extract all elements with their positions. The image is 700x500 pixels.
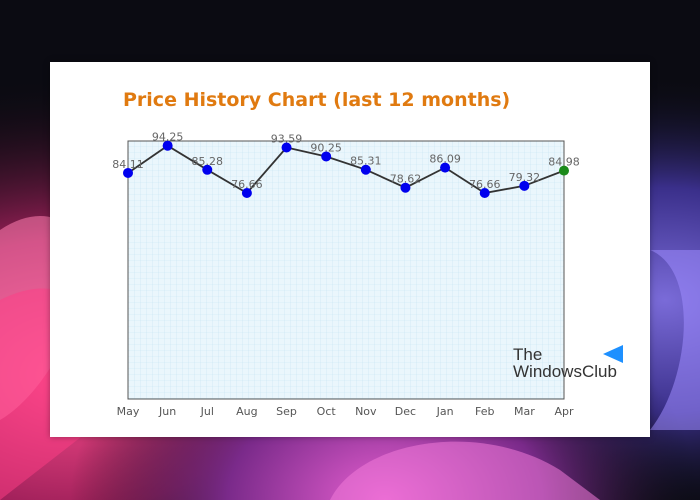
data-point-may[interactable] — [123, 167, 133, 178]
data-label-nov: 85.31 — [350, 155, 382, 168]
data-point-dec[interactable] — [400, 182, 411, 193]
data-label-feb: 76.66 — [469, 178, 501, 191]
data-label-aug: 76.66 — [231, 178, 263, 191]
data-label-mar: 79.32 — [509, 171, 541, 184]
x-tick-mar: Mar — [514, 405, 535, 418]
data-point-nov[interactable] — [360, 164, 371, 175]
data-label-may: 84.11 — [112, 158, 144, 171]
chart-title: Price History Chart (last 12 months) — [123, 89, 511, 111]
x-tick-jul: Jul — [200, 405, 214, 418]
site-watermark: The WindowsClub — [513, 345, 633, 385]
data-label-jun: 94.25 — [152, 131, 184, 144]
data-point-jan[interactable] — [440, 162, 451, 173]
x-tick-oct: Oct — [317, 405, 337, 418]
price-history-chart: 84.11 94.25 85.28 76.66 93.59 90.25 85.31 78.62… — [112, 131, 580, 418]
data-point-apr[interactable] — [559, 165, 569, 176]
windows-logo-icon — [603, 345, 623, 363]
data-point-aug[interactable] — [241, 187, 252, 198]
data-point-jul[interactable] — [202, 164, 213, 175]
data-label-jan: 86.09 — [429, 153, 461, 166]
data-label-sep: 93.59 — [271, 132, 303, 145]
series-line — [127, 144, 565, 195]
x-tick-jan: Jan — [436, 405, 454, 418]
x-tick-nov: Nov — [355, 405, 377, 418]
x-tick-dec: Dec — [395, 405, 416, 418]
watermark-line-2: WindowsClub — [513, 362, 617, 381]
data-point-oct[interactable] — [321, 151, 332, 162]
x-tick-feb: Feb — [475, 405, 494, 418]
x-tick-sep: Sep — [276, 405, 297, 418]
plot-grid — [128, 141, 564, 399]
watermark-line-1: The — [513, 345, 543, 364]
x-tick-apr: Apr — [554, 405, 574, 418]
data-point-feb[interactable] — [479, 187, 490, 198]
data-label-oct: 90.25 — [310, 141, 342, 154]
data-point-jun[interactable] — [162, 140, 173, 151]
data-point-sep[interactable] — [281, 142, 292, 153]
plot-frame — [127, 140, 565, 400]
x-tick-jun: Jun — [158, 405, 176, 418]
chart-card: Price History Chart (last 12 months) 84.… — [50, 62, 650, 437]
data-label-dec: 78.62 — [390, 173, 422, 186]
x-tick-may: May — [117, 405, 140, 418]
data-label-apr: 84.98 — [548, 156, 580, 169]
data-point-mar[interactable] — [519, 180, 530, 191]
x-tick-aug: Aug — [236, 405, 257, 418]
data-label-jul: 85.28 — [192, 155, 224, 168]
